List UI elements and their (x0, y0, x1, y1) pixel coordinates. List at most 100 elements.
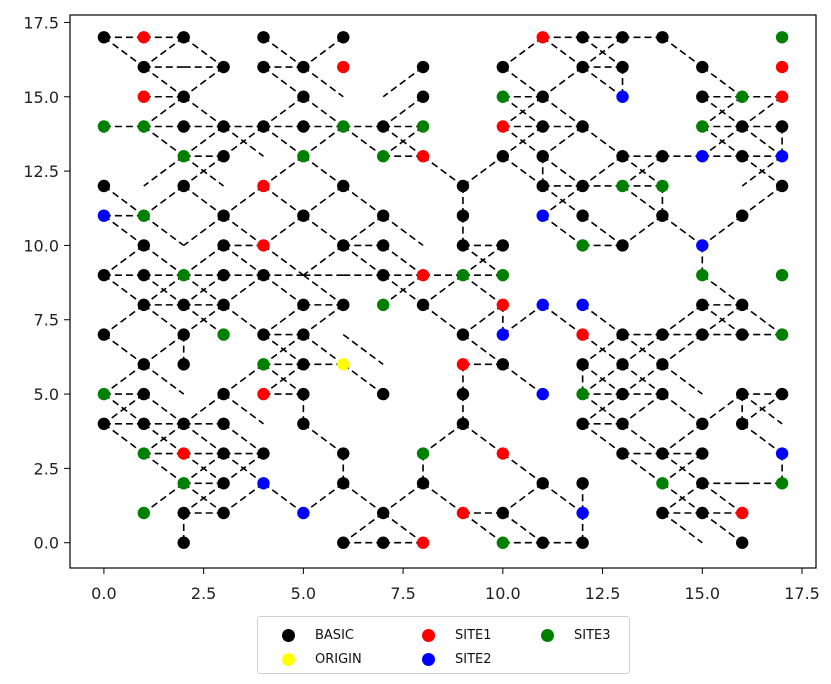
edge (263, 36, 304, 68)
x-tick-label: 12.5 (585, 584, 621, 603)
point-site1 (257, 239, 270, 252)
point-site2 (536, 209, 549, 222)
edge (582, 363, 623, 395)
y-tick-label: 5.0 (34, 385, 59, 404)
point-site3 (97, 120, 111, 133)
point-basic (257, 268, 270, 282)
legend-item-site1: SITE1 (422, 625, 492, 645)
point-basic (616, 60, 629, 74)
point-site3 (656, 179, 669, 193)
edge (183, 215, 225, 247)
point-basic (177, 298, 190, 312)
point-site1 (496, 120, 510, 133)
point-site1 (257, 179, 270, 193)
edge (143, 125, 185, 157)
edge (143, 274, 185, 306)
point-basic (576, 358, 589, 371)
point-basic (137, 417, 151, 431)
point-basic (177, 120, 190, 133)
point-basic (137, 268, 151, 282)
point-basic (297, 60, 310, 74)
point-basic (576, 179, 589, 193)
edge (302, 274, 344, 306)
edge (263, 185, 304, 217)
point-site1 (536, 31, 549, 44)
edge (622, 423, 663, 455)
point-basic (656, 447, 669, 460)
point-basic (536, 179, 549, 193)
point-basic (217, 298, 230, 312)
point-basic (257, 31, 270, 44)
point-basic (456, 239, 470, 252)
point-site3 (137, 209, 151, 222)
edge (103, 304, 145, 336)
edge (183, 155, 225, 187)
edge (302, 244, 344, 276)
point-basic (696, 447, 709, 460)
edge (143, 452, 185, 484)
point-site2 (297, 506, 310, 520)
point-site2 (775, 447, 789, 460)
point-basic (416, 477, 430, 490)
point-basic (337, 536, 350, 549)
scatter-plot: 0.0 2.5 5.0 7.5 10.0 12.5 15.0 17.5 0.0 2.5 5.0 7.… (23, 13, 820, 603)
point-basic (656, 328, 669, 341)
point-basic (616, 239, 629, 252)
edge (542, 36, 584, 68)
point-basic (137, 358, 151, 371)
legend-label-basic: BASIC (315, 627, 354, 643)
point-basic (735, 417, 749, 431)
edge (622, 155, 663, 187)
point-basic (576, 477, 589, 490)
edge (342, 125, 384, 157)
point-site3 (376, 150, 390, 163)
edge (143, 215, 185, 247)
edge (263, 482, 304, 514)
point-basic (177, 417, 190, 431)
edge (143, 393, 185, 425)
edge (183, 125, 225, 157)
edge (183, 36, 225, 68)
edge (462, 155, 504, 187)
edge (302, 215, 344, 247)
x-tick-label: 0.0 (91, 584, 116, 603)
edge (103, 185, 145, 217)
point-basic (496, 506, 510, 520)
point-basic (456, 328, 470, 341)
point-basic (337, 477, 350, 490)
point-basic (297, 209, 310, 222)
edge (263, 363, 304, 395)
point-basic (616, 358, 629, 371)
point-basic (376, 268, 390, 282)
x-tick-label: 17.5 (784, 584, 820, 603)
edge (143, 333, 185, 365)
point-basic (376, 536, 390, 549)
point-basic (97, 268, 111, 282)
edge (542, 96, 584, 128)
edge (302, 155, 344, 187)
edge (701, 304, 743, 336)
point-site2 (576, 298, 589, 312)
edge (582, 125, 623, 157)
edge (223, 482, 264, 514)
point-basic (97, 179, 111, 193)
x-tick-label: 2.5 (191, 584, 216, 603)
point-site3 (735, 90, 749, 103)
edge (462, 244, 504, 276)
point-site1 (496, 298, 510, 312)
point-basic (297, 90, 310, 103)
point-basic (137, 387, 151, 401)
point-basic (536, 90, 549, 103)
edge (143, 363, 185, 395)
edge (382, 244, 424, 276)
edge (302, 125, 344, 157)
legend-label-site3: SITE3 (574, 627, 611, 643)
edge (741, 96, 783, 128)
point-basic (696, 298, 709, 312)
point-basic (576, 209, 589, 222)
y-tick-label: 7.5 (34, 311, 59, 330)
point-basic (735, 328, 749, 341)
edge (502, 482, 544, 514)
point-layer (97, 31, 789, 549)
edge-layer (103, 36, 783, 544)
